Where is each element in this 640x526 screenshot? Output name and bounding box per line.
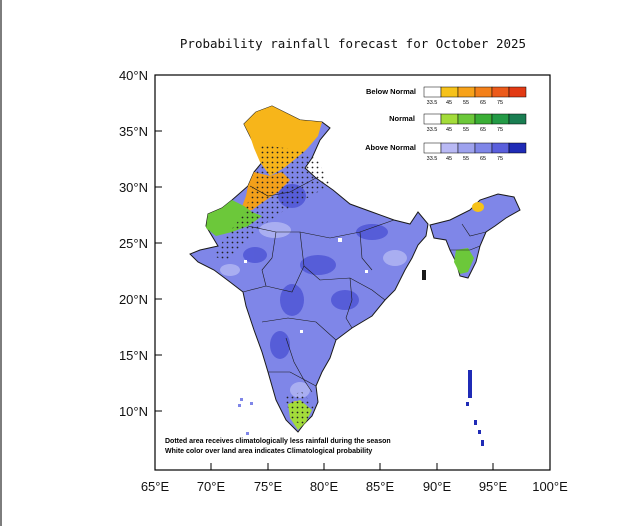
dotted-area-south [284, 392, 314, 426]
legend-swatch [423, 86, 442, 98]
legend-swatch [491, 142, 510, 154]
lat-label-40: 40°N [119, 68, 148, 83]
legend-label-normal: Normal [389, 114, 415, 123]
legend-swatch [440, 86, 459, 98]
lat-label-30: 30°N [119, 180, 148, 195]
lon-label-80: 80°E [310, 479, 339, 494]
lon-label-85: 85°E [366, 479, 395, 494]
legend-bar-normal [423, 113, 527, 125]
lon-label-95: 95°E [479, 479, 508, 494]
legend-tick: 65 [480, 100, 486, 106]
lon-label-65: 65°E [141, 479, 170, 494]
legend-tick: 45 [446, 100, 452, 106]
legend-tick: 55 [463, 127, 469, 133]
latitude-labels: 40°N 35°N 30°N 25°N 20°N 15°N 10°N [119, 68, 148, 419]
lon-label-70: 70°E [197, 479, 226, 494]
axis-ticks [154, 74, 551, 470]
legend-swatch [440, 113, 459, 125]
andaman-nicobar-islands [466, 370, 484, 446]
lon-label-75: 75°E [254, 479, 283, 494]
lat-label-35: 35°N [119, 124, 148, 139]
lat-label-10: 10°N [119, 404, 148, 419]
legend-tick: 65 [480, 156, 486, 162]
legend-swatch [474, 113, 493, 125]
lon-label-90: 90°E [423, 479, 452, 494]
lat-label-15: 15°N [119, 348, 148, 363]
legend: Below Normal 33.5 45 55 65 75 Normal 33.… [365, 86, 527, 162]
legend-tick: 55 [463, 156, 469, 162]
legend-swatch [423, 113, 442, 125]
legend-swatch [423, 142, 442, 154]
left-edge-rule [0, 0, 2, 526]
map-title: Probability rainfall forecast for Octobe… [179, 36, 527, 51]
legend-swatch [457, 113, 476, 125]
note-white-color: White color over land area indicates Cli… [165, 448, 372, 455]
legend-swatch [508, 142, 527, 154]
legend-swatch [474, 86, 493, 98]
longitude-labels: 65°E 70°E 75°E 80°E 85°E 90°E 95°E 100°E [141, 479, 568, 494]
climatological-white-patches [244, 238, 368, 333]
legend-swatch [457, 142, 476, 154]
legend-swatch [474, 142, 493, 154]
legend-label-above-normal: Above Normal [365, 143, 416, 152]
note-dotted-area: Dotted area receives climatologically le… [165, 438, 391, 445]
coastal-border-mark [422, 270, 426, 280]
legend-tick: 75 [497, 127, 503, 133]
below-normal-region-ne [472, 202, 484, 212]
state-borders [242, 177, 487, 393]
legend-tick: 45 [446, 156, 452, 162]
legend-swatch [440, 142, 459, 154]
legend-bar-below-normal [423, 86, 527, 98]
legend-label-below-normal: Below Normal [366, 87, 416, 96]
legend-tick: 75 [497, 156, 503, 162]
legend-tick: 75 [497, 100, 503, 106]
lat-label-20: 20°N [119, 292, 148, 307]
legend-tick: 45 [446, 127, 452, 133]
legend-tick: 55 [463, 100, 469, 106]
dotted-area-north [214, 145, 330, 262]
legend-tick: 33.5 [427, 156, 438, 162]
lat-label-25: 25°N [119, 236, 148, 251]
legend-swatch [457, 86, 476, 98]
above-normal-light-patches [220, 222, 407, 398]
legend-tick: 33.5 [427, 100, 438, 106]
legend-tick: 33.5 [427, 127, 438, 133]
legend-swatch [508, 113, 527, 125]
legend-swatch [508, 86, 527, 98]
lon-label-100: 100°E [532, 479, 568, 494]
normal-region-northeast [454, 248, 474, 274]
legend-swatch [491, 113, 510, 125]
lakshadweep-islands [238, 398, 253, 435]
legend-tick: 65 [480, 127, 486, 133]
legend-bar-above-normal [423, 142, 527, 154]
legend-swatch [491, 86, 510, 98]
